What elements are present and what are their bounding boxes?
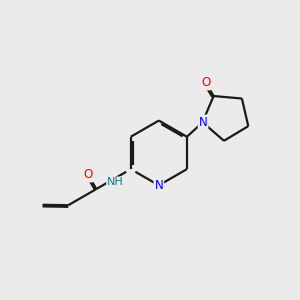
- Text: N: N: [154, 179, 163, 192]
- Text: O: O: [84, 169, 93, 182]
- Text: O: O: [201, 76, 210, 89]
- Text: N: N: [199, 116, 208, 128]
- Text: NH: NH: [107, 177, 124, 188]
